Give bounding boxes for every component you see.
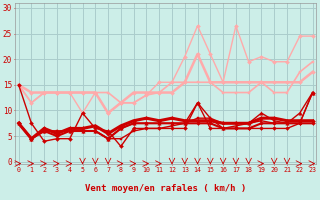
X-axis label: Vent moyen/en rafales ( km/h ): Vent moyen/en rafales ( km/h ): [85, 184, 246, 193]
